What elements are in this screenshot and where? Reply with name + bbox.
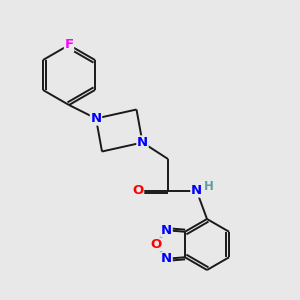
Text: N: N bbox=[90, 112, 102, 125]
Text: N: N bbox=[191, 184, 202, 197]
Text: H: H bbox=[204, 179, 214, 193]
Text: N: N bbox=[137, 136, 148, 149]
Text: O: O bbox=[132, 184, 144, 197]
Text: N: N bbox=[161, 224, 172, 237]
Text: O: O bbox=[150, 238, 161, 251]
Text: F: F bbox=[64, 38, 74, 52]
Text: N: N bbox=[161, 252, 172, 265]
